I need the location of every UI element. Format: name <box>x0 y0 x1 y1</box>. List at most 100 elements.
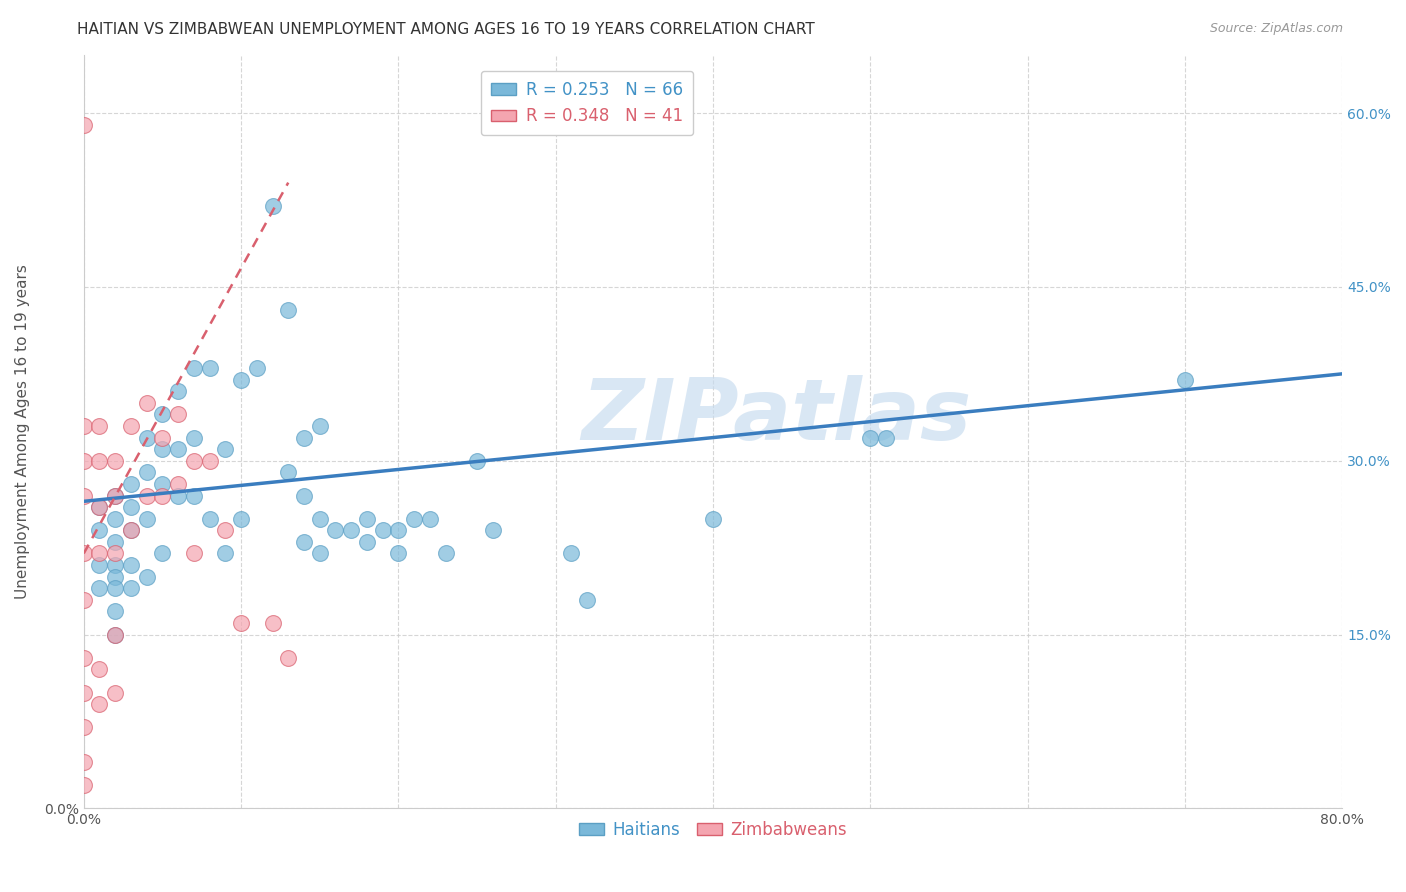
Point <box>183 489 205 503</box>
Point <box>73 720 96 734</box>
Point <box>465 454 488 468</box>
Point <box>859 431 882 445</box>
Point <box>229 373 252 387</box>
Point <box>198 361 221 376</box>
Point <box>104 534 127 549</box>
Point <box>120 477 142 491</box>
Point <box>152 546 174 560</box>
Point <box>120 419 142 434</box>
Point <box>434 546 457 560</box>
Point <box>292 431 315 445</box>
Point <box>73 454 96 468</box>
Point <box>183 546 205 560</box>
Point <box>152 408 174 422</box>
Point <box>120 558 142 572</box>
Point <box>135 431 157 445</box>
Point <box>246 361 269 376</box>
Point <box>89 524 111 538</box>
Point <box>875 431 897 445</box>
Point <box>104 569 127 583</box>
Point <box>104 558 127 572</box>
Text: ZIPatlas: ZIPatlas <box>581 376 972 458</box>
Point <box>167 384 190 399</box>
Point <box>104 546 127 560</box>
Point <box>183 454 205 468</box>
Point <box>183 431 205 445</box>
Point <box>419 512 441 526</box>
Point <box>89 697 111 711</box>
Point <box>135 466 157 480</box>
Point <box>356 534 378 549</box>
Legend: Haitians, Zimbabweans: Haitians, Zimbabweans <box>572 814 853 846</box>
Point <box>73 778 96 792</box>
Point <box>104 604 127 618</box>
Point <box>167 442 190 457</box>
Point <box>89 500 111 515</box>
Point <box>104 454 127 468</box>
Point <box>262 199 284 213</box>
Point <box>73 755 96 769</box>
Point <box>560 546 582 560</box>
Point <box>89 419 111 434</box>
Point <box>135 396 157 410</box>
Point <box>387 524 409 538</box>
Point <box>308 546 330 560</box>
Point <box>262 615 284 630</box>
Point <box>135 489 157 503</box>
Point <box>229 615 252 630</box>
Point <box>404 512 426 526</box>
Point <box>89 454 111 468</box>
Point <box>167 489 190 503</box>
Point <box>481 524 503 538</box>
Point <box>89 546 111 560</box>
Point <box>73 419 96 434</box>
Point <box>277 466 299 480</box>
Point <box>214 442 236 457</box>
Point <box>120 500 142 515</box>
Point <box>73 592 96 607</box>
Point <box>183 361 205 376</box>
Point <box>229 512 252 526</box>
Point <box>104 489 127 503</box>
Point <box>198 512 221 526</box>
Point <box>702 512 724 526</box>
Point <box>1174 373 1197 387</box>
Point <box>89 581 111 595</box>
Point <box>104 627 127 641</box>
Point <box>104 627 127 641</box>
Point <box>120 524 142 538</box>
Point <box>73 118 96 132</box>
Point <box>292 534 315 549</box>
Point <box>120 581 142 595</box>
Point <box>73 650 96 665</box>
Point <box>167 408 190 422</box>
Point <box>104 581 127 595</box>
Point <box>73 546 96 560</box>
Point <box>152 477 174 491</box>
Point <box>104 512 127 526</box>
Point <box>89 662 111 676</box>
Point <box>152 431 174 445</box>
Point <box>73 489 96 503</box>
Point <box>104 685 127 699</box>
Point <box>135 569 157 583</box>
Point <box>340 524 363 538</box>
Y-axis label: Unemployment Among Ages 16 to 19 years: Unemployment Among Ages 16 to 19 years <box>15 264 30 599</box>
Point <box>152 489 174 503</box>
Point <box>104 489 127 503</box>
Point <box>167 477 190 491</box>
Point <box>308 512 330 526</box>
Point <box>214 524 236 538</box>
Point <box>73 685 96 699</box>
Point <box>387 546 409 560</box>
Text: Source: ZipAtlas.com: Source: ZipAtlas.com <box>1209 22 1343 36</box>
Point <box>89 558 111 572</box>
Point <box>152 442 174 457</box>
Point <box>214 546 236 560</box>
Point <box>135 512 157 526</box>
Point <box>325 524 347 538</box>
Point <box>89 500 111 515</box>
Point <box>308 419 330 434</box>
Point <box>292 489 315 503</box>
Point <box>120 524 142 538</box>
